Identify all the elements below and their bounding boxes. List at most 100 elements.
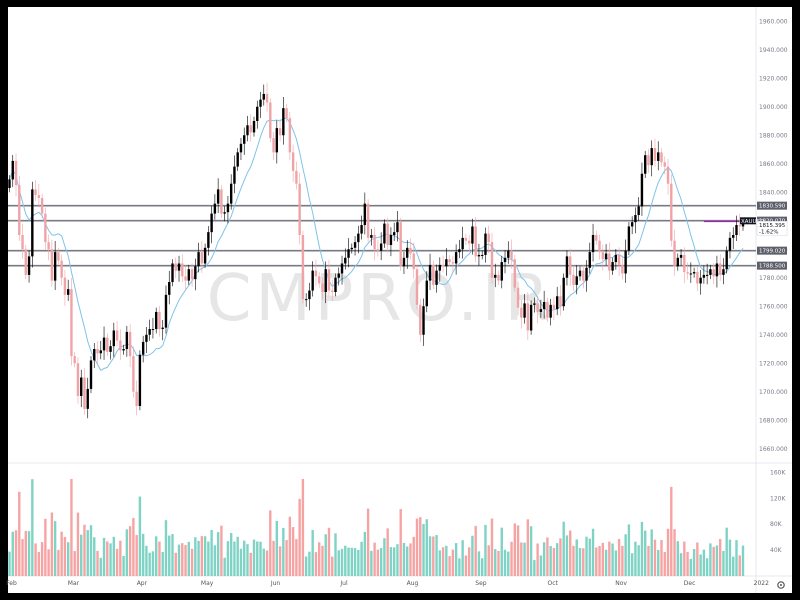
- candle-body: [526, 303, 530, 331]
- candle-body: [226, 203, 230, 213]
- candle-body: [732, 235, 735, 238]
- candle-body: [650, 148, 653, 166]
- volume-bar: [445, 545, 448, 576]
- candle-body: [164, 294, 168, 328]
- volume-bar: [233, 541, 236, 576]
- candle-body: [569, 256, 572, 275]
- candle-body: [611, 262, 614, 271]
- current-price-box: [756, 221, 788, 236]
- volume-bar: [441, 547, 445, 576]
- volume-bar: [419, 517, 422, 576]
- volume-bar: [177, 544, 181, 576]
- candle-body: [441, 264, 445, 267]
- candle-body: [278, 128, 282, 136]
- candle-body: [477, 254, 481, 257]
- candle-body: [637, 206, 640, 216]
- candle-body: [432, 264, 435, 285]
- candle-body: [168, 282, 171, 295]
- candle-body: [40, 197, 44, 214]
- volume-bar: [712, 546, 715, 576]
- candle-body: [334, 277, 337, 292]
- volume-bar: [702, 549, 706, 576]
- volume-bar: [741, 545, 745, 576]
- volume-tick-label: 120K: [770, 495, 786, 502]
- candle-body: [184, 276, 187, 281]
- candle-body: [481, 254, 484, 256]
- volume-bar: [549, 546, 552, 576]
- candle-body: [122, 349, 125, 351]
- candle-body: [233, 166, 236, 184]
- candle-body: [308, 290, 311, 300]
- candle-body: [467, 240, 471, 244]
- volume-bar: [526, 519, 530, 576]
- time-tick-label: 2022: [754, 580, 769, 587]
- time-tick-label: Apr: [137, 580, 148, 587]
- candle-body: [415, 269, 419, 305]
- candle-body: [265, 93, 269, 103]
- candle-body: [670, 183, 673, 241]
- candle-body: [604, 253, 608, 260]
- candle-body: [285, 108, 288, 119]
- candle-body: [663, 162, 666, 167]
- candle-body: [490, 242, 494, 278]
- candle-body: [725, 250, 728, 270]
- volume-bar: [516, 525, 520, 576]
- volume-bar: [598, 545, 601, 576]
- volume-bar: [311, 530, 314, 576]
- volume-bar: [621, 545, 624, 576]
- volume-bar: [660, 540, 663, 576]
- candle-body: [27, 256, 31, 275]
- volume-bar: [11, 531, 14, 576]
- volume-bar: [60, 531, 63, 576]
- candle-body: [510, 250, 513, 260]
- volume-bar: [203, 536, 207, 576]
- volume-bar: [295, 539, 298, 576]
- candle-body: [370, 235, 373, 238]
- volume-bar: [722, 550, 725, 576]
- volume-bar: [715, 545, 719, 576]
- candle-body: [344, 257, 347, 264]
- candle-body: [585, 267, 588, 281]
- candle-body: [709, 269, 712, 275]
- price-labels: 1830.5901820.0701799.0201788.500XAUUSD18…: [740, 201, 788, 270]
- candle-body: [63, 277, 67, 295]
- candle-body: [106, 337, 109, 352]
- volume-bar: [588, 538, 591, 576]
- candle-body: [311, 270, 314, 291]
- volume-bar: [640, 521, 644, 576]
- change-pct-text: -1.62%: [759, 229, 778, 235]
- volume-bar: [692, 549, 696, 576]
- volume-bar: [360, 541, 363, 576]
- volume-bar: [96, 550, 99, 576]
- candle-body: [686, 272, 689, 274]
- candle-body: [239, 143, 243, 153]
- time-tick-label: Dec: [684, 580, 696, 587]
- candle-body: [392, 232, 396, 235]
- volume-bar: [278, 546, 282, 576]
- volume-bar: [304, 556, 308, 576]
- level-label-box: [757, 201, 787, 210]
- candle-body: [676, 257, 679, 267]
- candle-body: [190, 269, 194, 280]
- volume-bar: [331, 556, 334, 576]
- volume-bar: [135, 535, 138, 576]
- candle-body: [337, 273, 340, 278]
- candle-body: [360, 225, 363, 234]
- volume-bar: [686, 551, 689, 576]
- volume-bar: [562, 521, 565, 576]
- volume-bar: [190, 548, 194, 576]
- volume-bar: [171, 534, 174, 576]
- candle-body: [11, 160, 14, 180]
- candle-body: [236, 152, 239, 167]
- settings-gear-icon[interactable]: [777, 581, 785, 589]
- volume-bar: [546, 537, 549, 576]
- volume-bar: [327, 527, 331, 576]
- volume-bar: [321, 545, 324, 576]
- volume-bar: [141, 533, 145, 576]
- volume-bar: [510, 541, 513, 576]
- volume-bar: [288, 516, 292, 576]
- volume-bar: [552, 547, 556, 576]
- candle-body: [409, 247, 412, 254]
- volume-bar: [128, 526, 132, 576]
- volume-tick-label: 80K: [770, 521, 783, 528]
